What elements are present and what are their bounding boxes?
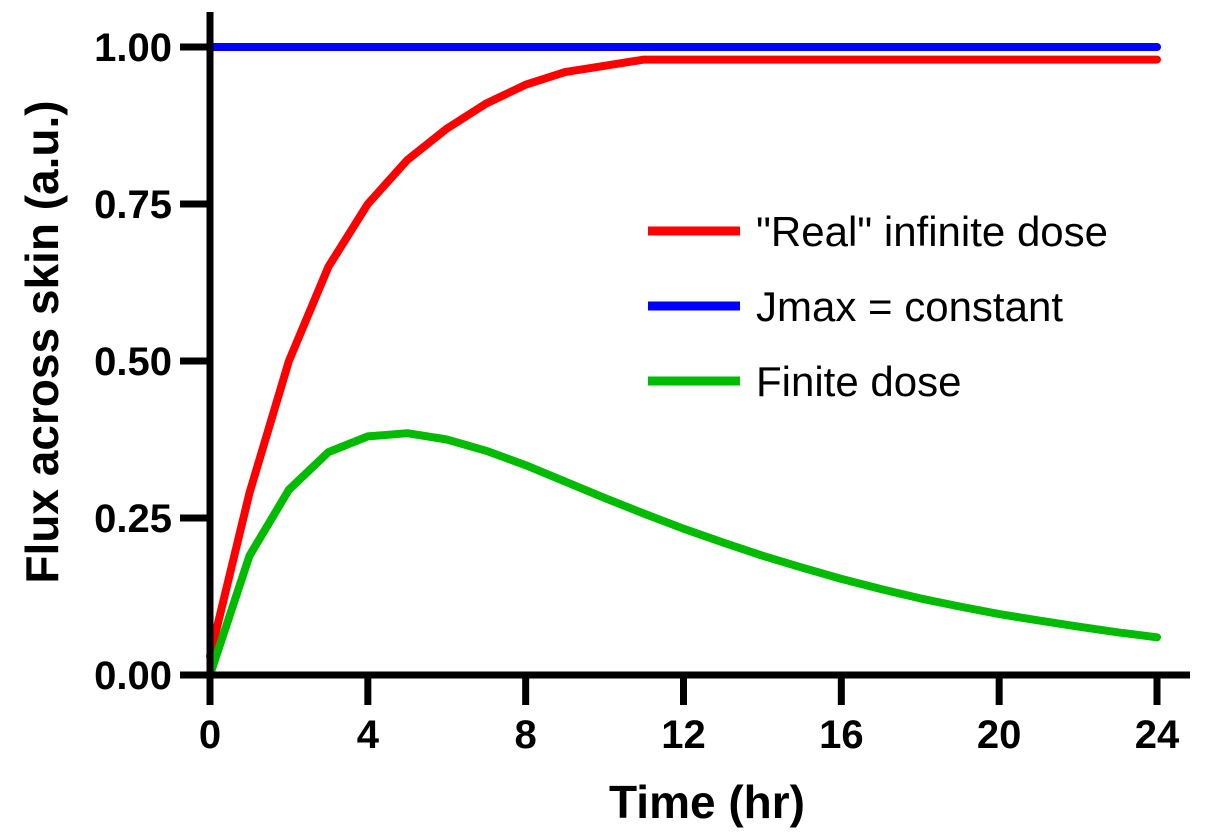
legend: "Real" infinite dose Jmax = constant Finit… xyxy=(648,208,1108,405)
x-axis-title: Time (hr) xyxy=(609,776,805,828)
legend-label-finite-dose: Finite dose xyxy=(756,358,961,405)
x-tick-label: 12 xyxy=(661,713,706,757)
y-axis-title: Flux across skin (a.u.) xyxy=(16,100,68,583)
x-tick-label: 0 xyxy=(199,713,221,757)
axes-layer: 0.00 0.25 0.50 0.75 1.00 0 4 8 12 16 20 24 xyxy=(94,12,1190,757)
series-line-finite-dose xyxy=(206,429,1161,679)
x-tick-label: 16 xyxy=(819,713,864,757)
x-tick-label: 20 xyxy=(977,713,1022,757)
y-tick-label: 0.75 xyxy=(94,183,172,227)
legend-label-real-infinite-dose: "Real" infinite dose xyxy=(756,208,1108,255)
x-tick-label: 8 xyxy=(515,713,537,757)
x-tick-label: 24 xyxy=(1135,713,1180,757)
series-line-real-infinite-dose xyxy=(206,55,1161,661)
y-tick-label: 0.50 xyxy=(94,340,172,384)
series-layer xyxy=(206,43,1161,679)
x-tick-label: 4 xyxy=(357,713,380,757)
y-tick-label: 1.00 xyxy=(94,26,172,70)
y-tick-label: 0.00 xyxy=(94,654,172,698)
y-tick-label: 0.25 xyxy=(94,497,172,541)
legend-label-jmax-constant: Jmax = constant xyxy=(756,283,1063,330)
